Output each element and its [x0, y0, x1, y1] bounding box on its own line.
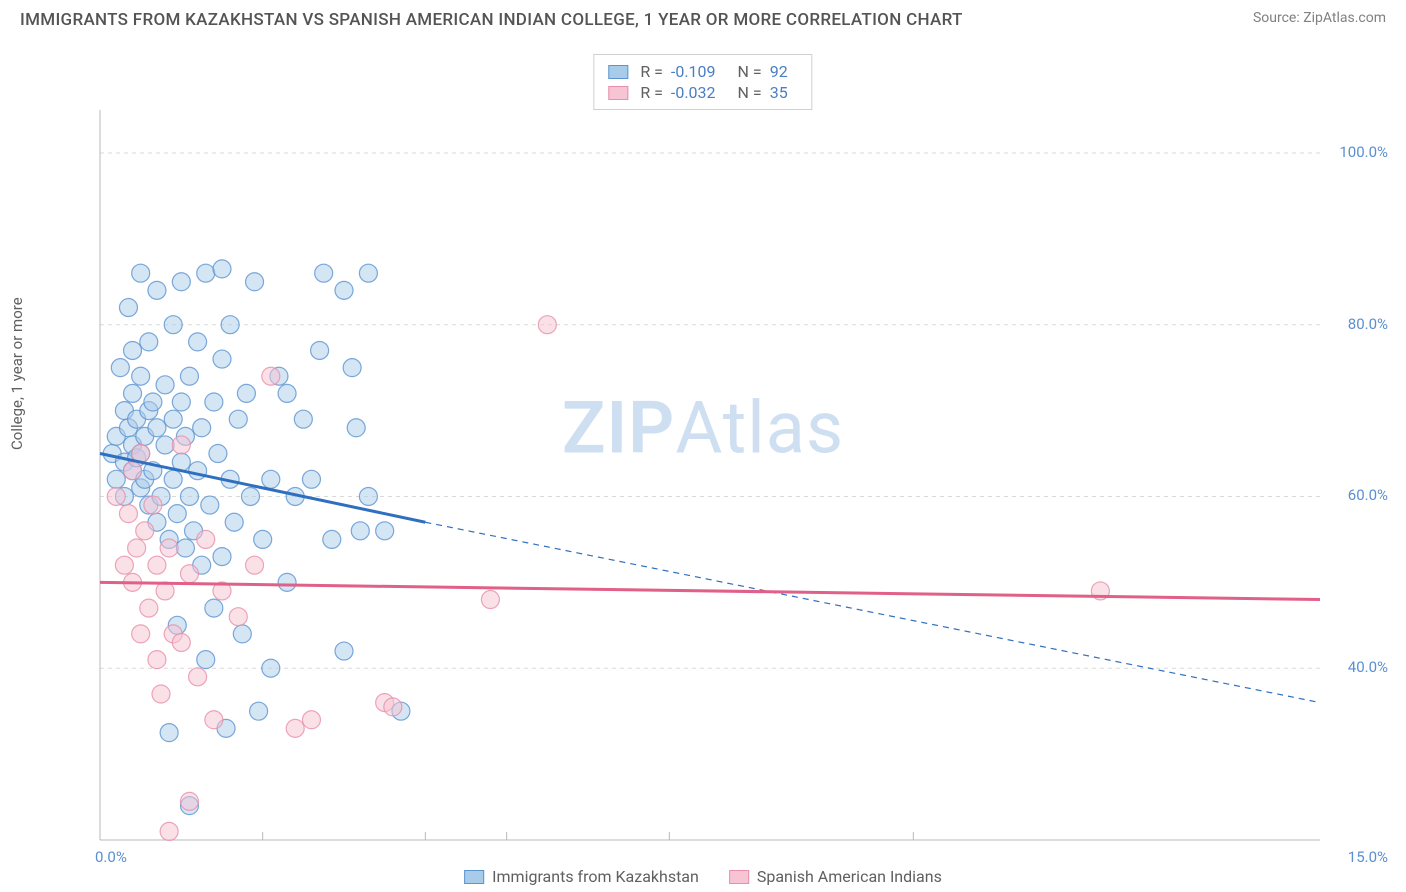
stats-row-1: R = -0.032 N = 35	[608, 82, 797, 103]
chart-area	[50, 50, 1390, 850]
r-value-0: -0.109	[671, 62, 716, 81]
swatch-icon	[608, 65, 628, 79]
swatch-icon	[729, 870, 749, 884]
bottom-legend: Immigrants from Kazakhstan Spanish Ameri…	[464, 867, 942, 886]
n-value-0: 92	[770, 62, 788, 81]
legend-label-1: Spanish American Indians	[757, 867, 942, 886]
header: IMMIGRANTS FROM KAZAKHSTAN VS SPANISH AM…	[0, 0, 1406, 38]
legend-label-0: Immigrants from Kazakhstan	[492, 867, 699, 886]
x-tick-label: 15.0%	[1348, 848, 1388, 866]
r-label: R =	[640, 83, 663, 102]
y-axis-label: College, 1 year or more	[8, 297, 26, 450]
y-tick-label: 80.0%	[1348, 315, 1388, 333]
r-value-1: -0.032	[671, 83, 716, 102]
n-label: N =	[738, 62, 762, 81]
stats-row-0: R = -0.109 N = 92	[608, 61, 797, 82]
legend-item-0: Immigrants from Kazakhstan	[464, 867, 699, 886]
x-tick-label: 0.0%	[95, 848, 127, 866]
n-label: N =	[738, 83, 762, 102]
r-label: R =	[640, 62, 663, 81]
scatter-chart	[50, 50, 1390, 850]
source-label: Source: ZipAtlas.com	[1253, 10, 1386, 26]
legend-item-1: Spanish American Indians	[729, 867, 942, 886]
y-tick-label: 60.0%	[1348, 486, 1388, 504]
swatch-icon	[464, 870, 484, 884]
swatch-icon	[608, 86, 628, 100]
stats-legend: R = -0.109 N = 92 R = -0.032 N = 35	[593, 54, 812, 110]
y-tick-label: 40.0%	[1348, 658, 1388, 676]
y-tick-label: 100.0%	[1339, 143, 1388, 161]
n-value-1: 35	[770, 83, 788, 102]
chart-title: IMMIGRANTS FROM KAZAKHSTAN VS SPANISH AM…	[20, 10, 963, 30]
